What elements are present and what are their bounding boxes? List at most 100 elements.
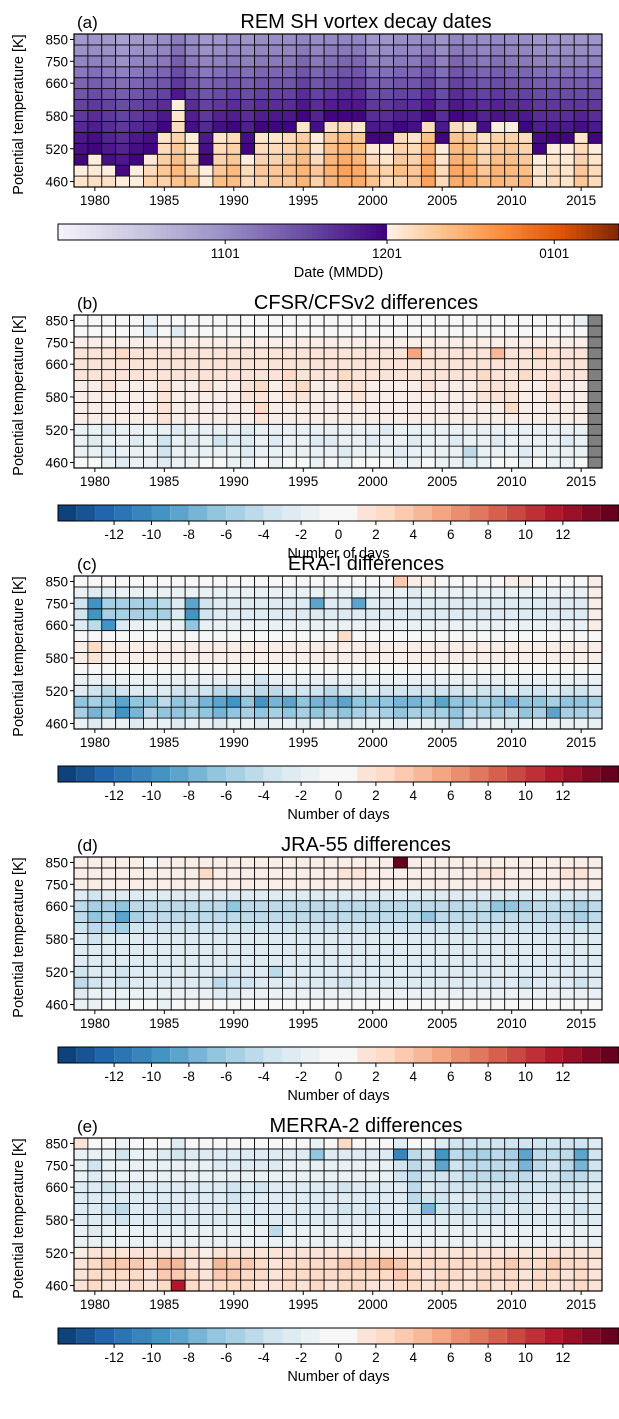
heatmap-cell — [226, 575, 242, 588]
heatmap-cell — [129, 586, 144, 599]
heatmap-cell — [518, 347, 533, 360]
heatmap-cell — [490, 402, 506, 414]
heatmap-cell — [282, 575, 297, 588]
heatmap-cell — [587, 1192, 603, 1204]
heatmap-cell — [504, 44, 520, 57]
heatmap-cell — [559, 911, 575, 923]
heatmap-cell — [393, 456, 408, 469]
heatmap-cell — [462, 1159, 478, 1172]
heatmap-cell — [240, 889, 256, 902]
heatmap-cell — [407, 889, 422, 902]
heatmap-cell — [268, 586, 283, 599]
heatmap-cell — [73, 110, 89, 122]
heatmap-cell — [73, 954, 89, 967]
heatmap-cell — [212, 717, 228, 730]
heatmap-cell — [268, 66, 283, 79]
colorbar-step — [525, 1047, 545, 1063]
heatmap-cell — [73, 347, 89, 360]
heatmap-cell — [518, 1148, 533, 1161]
heatmap-cell — [504, 911, 520, 923]
heatmap-cell — [170, 1203, 186, 1215]
heatmap-cell — [143, 663, 158, 675]
heatmap-cell — [323, 325, 339, 338]
heatmap-cell — [462, 423, 478, 436]
heatmap-cell — [337, 867, 353, 880]
heatmap-cell — [282, 900, 297, 913]
heatmap-cell — [226, 608, 242, 621]
heatmap-cell — [448, 99, 464, 111]
heatmap-cell — [143, 954, 158, 967]
heatmap-cell — [476, 867, 492, 880]
heatmap-cell — [254, 1170, 269, 1183]
heatmap-cell — [156, 412, 172, 425]
heatmap-cell — [156, 1170, 172, 1183]
heatmap-cell — [212, 1214, 228, 1226]
heatmap-cell — [143, 867, 158, 880]
heatmap-cell — [115, 434, 130, 447]
heatmap-cell — [198, 717, 214, 730]
heatmap-cell — [365, 358, 381, 371]
heatmap-cell — [518, 1246, 533, 1259]
heatmap-cell — [73, 314, 89, 327]
heatmap-cell — [490, 175, 506, 188]
heatmap-cell — [295, 153, 311, 166]
heatmap-cell — [448, 445, 464, 458]
heatmap-cell — [101, 987, 117, 1000]
heatmap-cell — [268, 77, 283, 90]
heatmap-cell — [490, 423, 506, 436]
heatmap-cell — [156, 1279, 172, 1292]
heatmap-cell — [559, 369, 575, 381]
heatmap-cell — [295, 456, 311, 469]
heatmap-cell — [462, 856, 478, 869]
heatmap-cell — [587, 695, 603, 708]
heatmap-cell — [87, 336, 103, 349]
heatmap-cell — [101, 717, 117, 730]
colorbar-step — [451, 224, 458, 240]
heatmap-cell — [434, 922, 450, 934]
heatmap-cell — [282, 889, 297, 902]
heatmap-cell — [129, 976, 144, 989]
heatmap-cell — [518, 77, 533, 90]
heatmap-cell — [573, 391, 589, 403]
heatmap-cell — [101, 575, 117, 588]
colorbar-step — [114, 1047, 133, 1063]
heatmap-cell — [587, 1268, 603, 1281]
heatmap-cell — [434, 445, 450, 458]
heatmap-cell — [351, 663, 367, 675]
heatmap-cell — [170, 412, 186, 425]
heatmap-cell — [129, 619, 144, 632]
heatmap-cell — [170, 673, 186, 686]
heatmap-cell — [198, 347, 214, 360]
heatmap-cell — [434, 391, 450, 403]
heatmap-cell — [448, 998, 464, 1011]
heatmap-cell — [184, 380, 200, 392]
heatmap-cell — [518, 1225, 533, 1237]
heatmap-cell — [268, 695, 283, 708]
heatmap-cell — [559, 867, 575, 880]
heatmap-cell — [476, 630, 492, 642]
heatmap-cell — [282, 121, 297, 133]
heatmap-cell — [143, 1170, 158, 1183]
colorbar-step — [170, 1047, 189, 1063]
heatmap-cell — [504, 99, 520, 111]
colorbar-step — [338, 766, 358, 782]
colorbar-step — [525, 1328, 545, 1344]
heatmap-cell — [559, 1214, 575, 1226]
y-tick-label: 580 — [45, 390, 68, 405]
heatmap-cell — [143, 434, 158, 447]
heatmap-cell — [546, 630, 561, 642]
heatmap-cell — [184, 175, 200, 188]
heatmap-cell — [462, 878, 478, 891]
heatmap-cell — [156, 1214, 172, 1226]
colorbar-step — [226, 1047, 245, 1063]
heatmap-cell — [337, 402, 353, 414]
heatmap-cell — [156, 314, 172, 327]
heatmap-cell — [268, 380, 283, 392]
heatmap-cell — [476, 1214, 492, 1226]
heatmap-cell — [393, 652, 408, 664]
heatmap-cell — [240, 131, 256, 144]
heatmap-cell — [156, 55, 172, 68]
plot-frame — [73, 1137, 603, 1292]
heatmap-cell — [573, 663, 589, 675]
heatmap-cell — [198, 1257, 214, 1270]
